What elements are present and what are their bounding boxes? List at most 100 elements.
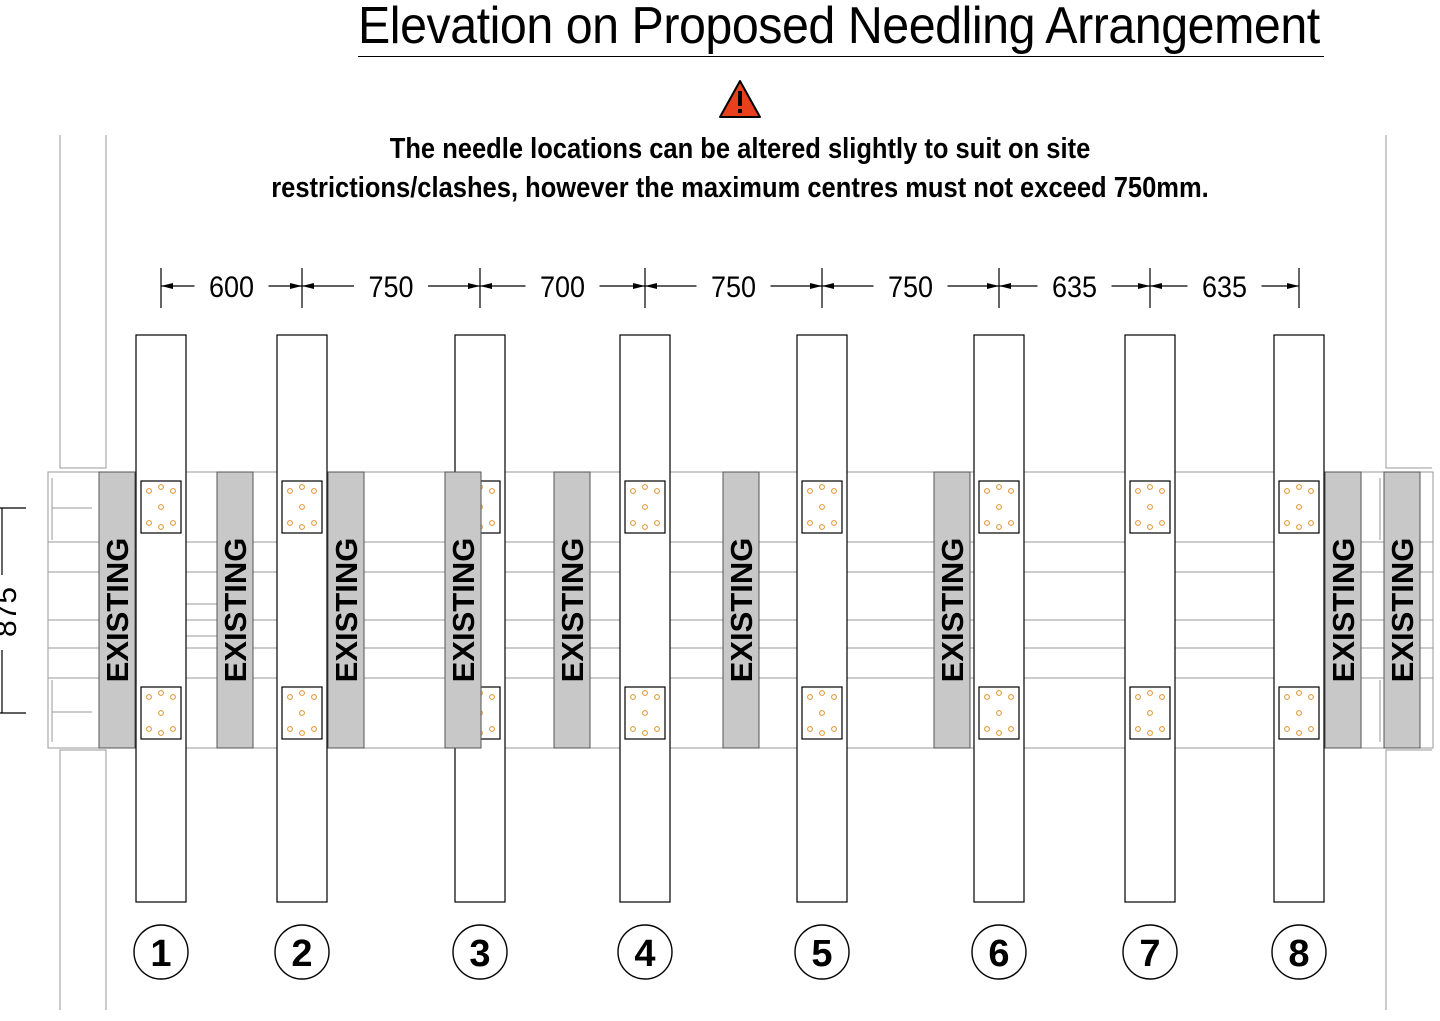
- needle-beam-8: [1273, 334, 1325, 903]
- bolt-hole: [630, 694, 636, 700]
- bottom-plate-8: [1278, 686, 1320, 740]
- vertical-dimension-label: 875: [0, 587, 23, 637]
- bolt-hole: [996, 710, 1002, 716]
- vertical-dimension: 875: [0, 507, 26, 714]
- bolt-hole: [311, 488, 317, 494]
- bolt-hole: [984, 520, 990, 526]
- dimension-arrow: [822, 283, 834, 289]
- bolt-hole: [654, 520, 660, 526]
- bolt-hole: [1296, 730, 1302, 736]
- bolt-hole: [1147, 524, 1153, 530]
- bolt-hole: [654, 694, 660, 700]
- bolt-hole: [158, 524, 164, 530]
- dimension-label: 635: [1052, 271, 1097, 305]
- bolt-hole: [1296, 484, 1302, 490]
- bolt-hole: [819, 730, 825, 736]
- bolt-hole: [1159, 488, 1165, 494]
- bolt-hole: [1308, 520, 1314, 526]
- bolt-hole: [819, 504, 825, 510]
- bolt-hole: [1159, 520, 1165, 526]
- bolt-hole: [819, 710, 825, 716]
- needle-number-label: 8: [1288, 933, 1309, 975]
- dimension-label: 750: [888, 271, 933, 305]
- bolt-hole: [654, 488, 660, 494]
- existing-label: EXISTING: [329, 538, 364, 683]
- top-plate-5: [801, 480, 843, 534]
- existing-label: EXISTING: [1385, 538, 1420, 683]
- existing-column-2: EXISTING: [216, 471, 254, 749]
- bottom-plate-6: [978, 686, 1020, 740]
- dimension-arrow: [1150, 283, 1162, 289]
- dimension-arrow: [1287, 283, 1299, 289]
- bolt-hole: [1284, 726, 1290, 732]
- bolt-hole: [642, 690, 648, 696]
- dimension-label: 700: [540, 271, 585, 305]
- bolt-hole: [299, 690, 305, 696]
- bolt-hole: [311, 520, 317, 526]
- bolt-hole: [1159, 694, 1165, 700]
- bolt-hole: [984, 694, 990, 700]
- dimension-arrow: [302, 283, 314, 289]
- bolt-hole: [1284, 694, 1290, 700]
- existing-label: EXISTING: [935, 538, 970, 683]
- bolt-hole: [1159, 726, 1165, 732]
- bolt-hole: [1135, 520, 1141, 526]
- dimension-label: 750: [368, 271, 413, 305]
- bolt-hole: [287, 726, 293, 732]
- bolt-hole: [831, 520, 837, 526]
- dimension-label: 750: [711, 271, 756, 305]
- bolt-hole: [642, 504, 648, 510]
- existing-column-4: EXISTING: [444, 471, 482, 749]
- bolt-hole: [146, 694, 152, 700]
- bolt-hole: [287, 520, 293, 526]
- bolt-hole: [1296, 710, 1302, 716]
- bolt-hole: [311, 726, 317, 732]
- existing-column-7: EXISTING: [933, 471, 971, 749]
- top-plate-2: [281, 480, 323, 534]
- bolt-hole: [146, 488, 152, 494]
- bolt-hole: [1296, 524, 1302, 530]
- bolt-hole: [287, 694, 293, 700]
- bolt-hole: [1147, 730, 1153, 736]
- bolt-hole: [170, 520, 176, 526]
- existing-column-9: EXISTING: [1383, 471, 1421, 749]
- bolt-hole: [158, 504, 164, 510]
- needle-number-label: 7: [1139, 933, 1160, 975]
- needle-beam-1: [135, 334, 187, 903]
- existing-label: EXISTING: [218, 538, 253, 683]
- bolt-hole: [1008, 694, 1014, 700]
- bolt-hole: [1147, 484, 1153, 490]
- bolt-hole: [630, 488, 636, 494]
- bottom-plate-4: [624, 686, 666, 740]
- bottom-plate-1: [140, 686, 182, 740]
- needle-beam-6: [973, 334, 1025, 903]
- needle-beam-2: [276, 334, 328, 903]
- top-plate-6: [978, 480, 1020, 534]
- bolt-hole: [1135, 726, 1141, 732]
- existing-label: EXISTING: [555, 538, 590, 683]
- needle-number-3: 3: [452, 924, 508, 980]
- bolt-hole: [489, 520, 495, 526]
- bolt-hole: [996, 690, 1002, 696]
- dimension-arrow: [645, 283, 657, 289]
- bolt-hole: [819, 690, 825, 696]
- dimension-arrow: [480, 283, 492, 289]
- needle-beam-7: [1124, 334, 1176, 903]
- needle-number-label: 1: [150, 933, 171, 975]
- bolt-hole: [807, 520, 813, 526]
- bolt-hole: [819, 484, 825, 490]
- bolt-hole: [1135, 488, 1141, 494]
- bolt-hole: [489, 726, 495, 732]
- bolt-hole: [1308, 726, 1314, 732]
- needle-number-label: 6: [988, 933, 1009, 975]
- bolt-hole: [807, 694, 813, 700]
- bolt-hole: [299, 710, 305, 716]
- left-wall-upper: [59, 135, 107, 469]
- bolt-hole: [158, 690, 164, 696]
- bolt-hole: [1284, 488, 1290, 494]
- needle-number-5: 5: [794, 924, 850, 980]
- existing-column-3: EXISTING: [327, 471, 365, 749]
- dimension-arrow: [290, 283, 302, 289]
- bolt-hole: [1308, 488, 1314, 494]
- bolt-hole: [630, 520, 636, 526]
